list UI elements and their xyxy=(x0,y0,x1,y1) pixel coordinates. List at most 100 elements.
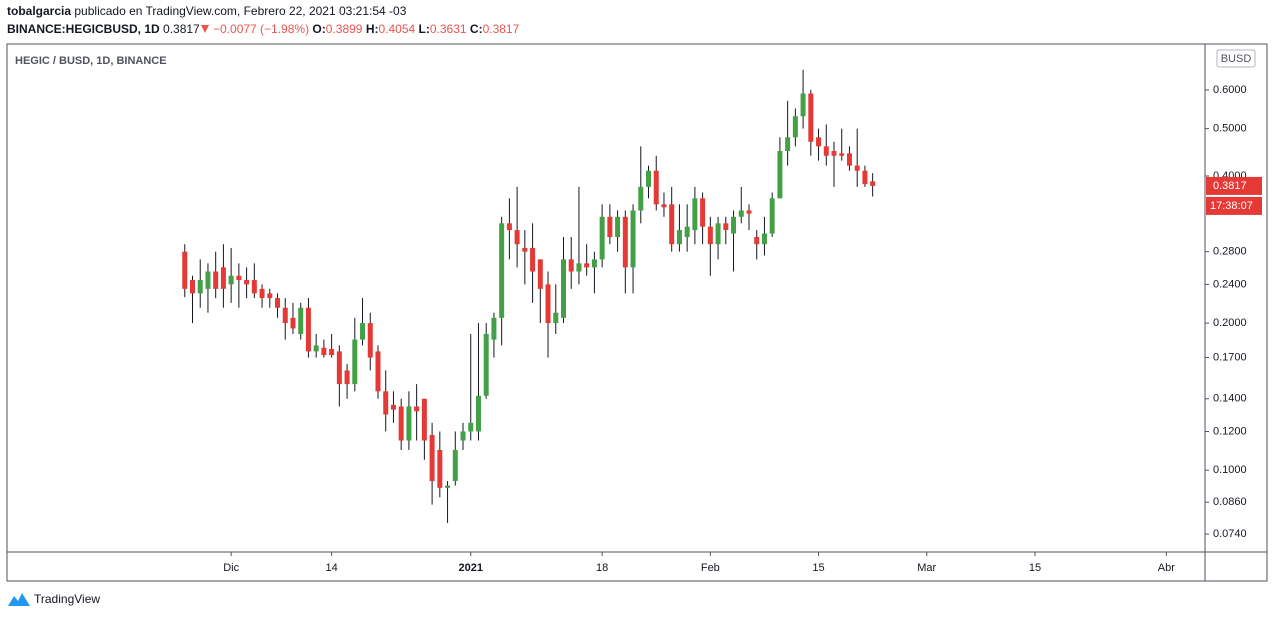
author: tobalgarcia xyxy=(7,4,71,18)
symbol: BINANCE:HEGICBUSD, 1D xyxy=(7,22,160,36)
candle-body xyxy=(236,275,242,281)
y-tick-label: 0.0740 xyxy=(1213,528,1247,540)
candle-body xyxy=(205,271,211,289)
candle-body xyxy=(622,216,628,268)
candle-body xyxy=(591,259,597,268)
candle-body xyxy=(468,422,474,432)
x-tick-label: 18 xyxy=(596,562,608,574)
y-tick-label: 0.1200 xyxy=(1213,425,1247,437)
candle-body xyxy=(244,280,250,285)
candle-body xyxy=(321,347,327,356)
candle-body xyxy=(746,210,752,214)
candle-body xyxy=(769,198,775,234)
candle-body xyxy=(499,223,505,318)
candle-body xyxy=(661,204,667,208)
candle-body xyxy=(831,150,837,156)
x-tick-label: 14 xyxy=(325,562,337,574)
y-tick-label: 0.2800 xyxy=(1213,246,1247,258)
plot: 0.0740 0.0860 0.1000 0.1200 0.1400 0.1700 0.20… xyxy=(182,69,1247,574)
candle-body xyxy=(615,216,621,238)
candle-body xyxy=(723,223,729,231)
y-tick-label: 0.5000 xyxy=(1213,123,1247,135)
symbol-line: BINANCE:HEGICBUSD, 1D 0.3817 xyxy=(7,22,200,36)
candle-body xyxy=(189,280,195,294)
y-tick-label: 0.2000 xyxy=(1213,317,1247,329)
open-label: O: xyxy=(312,22,325,36)
candle-body xyxy=(777,150,783,199)
candle-body xyxy=(429,435,435,482)
price-tag-label: 0.3817 xyxy=(1213,180,1247,192)
open-value: 0.3899 xyxy=(326,22,363,36)
countdown: 17:38:07 xyxy=(1210,200,1253,212)
x-tick-label: Mar xyxy=(917,562,936,574)
y-tick-label: 0.1700 xyxy=(1213,351,1247,363)
countdown-tag xyxy=(1206,196,1262,215)
candle-body xyxy=(870,181,876,186)
currency-badge xyxy=(1216,49,1256,68)
candle-body xyxy=(298,307,304,334)
candle-body xyxy=(251,280,257,294)
candle-body xyxy=(360,323,366,340)
candle-body xyxy=(785,137,791,151)
candle-body xyxy=(823,146,829,156)
candle-body xyxy=(545,284,551,324)
ohlc-line: −0.0077 (−1.98%) O:0.3899 H:0.4054 L:0.3… xyxy=(213,22,520,36)
candle-body xyxy=(738,210,744,217)
candle-body xyxy=(576,263,582,272)
chart-label: HEGIC / BUSD, 1D, BINANCE xyxy=(15,55,167,67)
low-label: L: xyxy=(419,22,430,36)
x-tick-label: 2021 xyxy=(458,562,482,574)
candle-body xyxy=(352,339,358,385)
y-tick-label: 0.6000 xyxy=(1213,84,1247,96)
y-tick-label: 0.1400 xyxy=(1213,393,1247,405)
candle-body xyxy=(839,153,845,156)
candle-body xyxy=(336,351,342,385)
candle-body xyxy=(800,93,806,117)
brand-logo xyxy=(8,593,30,606)
candle-body xyxy=(808,93,814,142)
candle-body xyxy=(305,307,311,352)
candle-body xyxy=(599,216,605,260)
frame xyxy=(6,43,1268,582)
header-line: tobalgarcia publicado en TradingView.com… xyxy=(7,4,407,18)
candle-body xyxy=(684,226,690,238)
candle-body xyxy=(630,210,636,268)
candle-body xyxy=(483,333,489,396)
candle-body xyxy=(383,391,389,415)
candle-body xyxy=(182,251,188,289)
candle-body xyxy=(676,230,682,245)
candle-body xyxy=(344,370,350,385)
y-tick-label: 0.1000 xyxy=(1213,464,1247,476)
candle-body xyxy=(290,317,296,329)
candle-body xyxy=(414,406,420,412)
candle-body xyxy=(692,198,698,231)
candle-body xyxy=(452,449,458,482)
y-tick-label: 0.2400 xyxy=(1213,278,1247,290)
candle-body xyxy=(584,263,590,268)
candle-body xyxy=(700,198,706,227)
candle-body xyxy=(530,247,536,272)
candle-body xyxy=(568,259,574,272)
candle-body xyxy=(754,237,760,245)
candle-body xyxy=(761,233,767,245)
candle-body xyxy=(669,204,675,245)
candle-body xyxy=(506,223,512,231)
down-arrow xyxy=(201,25,209,33)
candle-body xyxy=(537,259,543,289)
y-tick-label: 0.0860 xyxy=(1213,496,1247,508)
candle-body xyxy=(715,223,721,245)
candle-body xyxy=(220,267,226,289)
candle-body xyxy=(259,288,265,299)
candle-body xyxy=(445,485,451,488)
x-tick-label: 15 xyxy=(1029,562,1041,574)
change: −0.0077 (−1.98%) xyxy=(213,22,309,36)
x-tick-label: Abr xyxy=(1158,562,1175,574)
candle-body xyxy=(375,351,381,392)
candle-body xyxy=(638,186,644,211)
candle-body xyxy=(646,170,652,187)
candle-body xyxy=(522,247,528,252)
candle-body xyxy=(491,317,497,340)
candle-body xyxy=(553,312,559,324)
candle-body xyxy=(228,275,234,285)
